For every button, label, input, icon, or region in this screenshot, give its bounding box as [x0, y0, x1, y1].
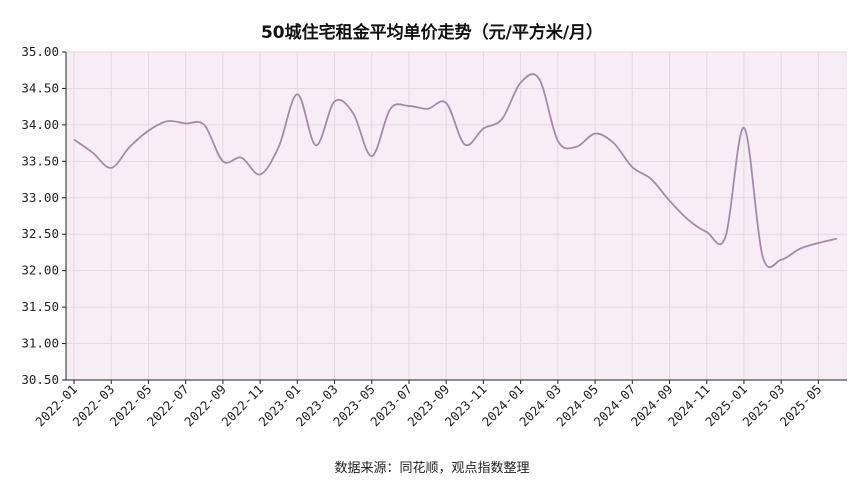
y-tick-label: 33.50	[21, 153, 59, 168]
y-tick-label: 32.00	[21, 263, 59, 278]
y-tick-label: 34.00	[21, 117, 59, 132]
source-note: 数据来源：同花顺，观点指数整理	[334, 460, 529, 476]
y-tick-label: 33.00	[21, 190, 59, 205]
grid-lines	[66, 51, 847, 381]
chart-title: 50城住宅租金平均单价走势（元/平方米/月）	[261, 22, 603, 43]
plot-area	[66, 52, 847, 380]
y-tick-label: 31.00	[21, 336, 59, 351]
series-layer	[73, 73, 838, 269]
y-axis-ticks: 30.50 31.00 31.50 32.00 32.50 33.00 33.50 34.00…	[21, 44, 66, 387]
y-tick-label: 32.50	[21, 226, 59, 241]
y-tick-label: 30.50	[21, 372, 59, 387]
y-tick-label: 34.50	[21, 80, 59, 95]
y-tick-label: 35.00	[21, 44, 59, 59]
x-axis-ticks: 2022-012022-032022-052022-072022-092022-…	[32, 380, 825, 429]
y-tick-label: 31.50	[21, 299, 59, 314]
series-line	[73, 73, 838, 269]
